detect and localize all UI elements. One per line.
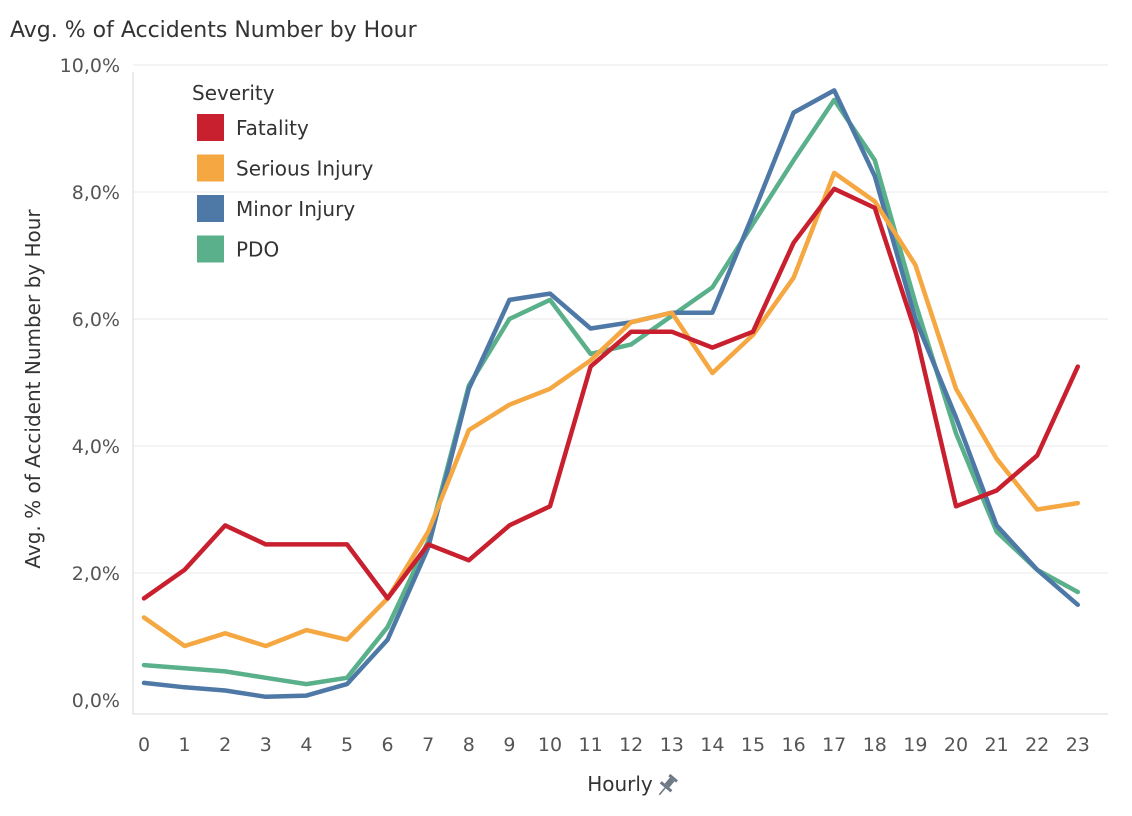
chart-title: Avg. % of Accidents Number by Hour <box>10 18 418 43</box>
y-tick-label: 10,0% <box>60 55 120 77</box>
series-line-pdo[interactable] <box>141 97 1081 687</box>
y-axis-ticks: 0,0% 2,0% 4,0% 6,0% 8,0% 10,0% <box>60 55 120 712</box>
x-tick-label: 2 <box>219 734 231 756</box>
x-tick-label: 17 <box>822 734 846 756</box>
y-tick-label: 4,0% <box>72 436 120 458</box>
x-tick-label: 18 <box>863 734 887 756</box>
legend-swatch-minor-injury[interactable] <box>197 195 224 222</box>
x-tick-label: 21 <box>985 734 1009 756</box>
y-tick-label: 0,0% <box>72 690 120 712</box>
legend-label-pdo[interactable]: PDO <box>236 238 279 262</box>
legend-label-serious-injury[interactable]: Serious Injury <box>236 157 373 181</box>
series-lines <box>141 88 1081 700</box>
legend-swatch-fatality[interactable] <box>197 114 224 141</box>
x-tick-label: 7 <box>422 734 434 756</box>
x-tick-label: 14 <box>700 734 724 756</box>
x-axis-label: Hourly <box>587 772 653 796</box>
legend-title: Severity <box>192 81 275 105</box>
x-tick-label: 0 <box>138 734 150 756</box>
series-line-minor-injury[interactable] <box>141 88 1081 700</box>
y-tick-label: 6,0% <box>72 309 120 331</box>
x-tick-label: 22 <box>1025 734 1049 756</box>
x-tick-label: 23 <box>1066 734 1090 756</box>
legend-swatch-pdo[interactable] <box>197 235 224 263</box>
x-tick-label: 19 <box>903 734 927 756</box>
x-tick-label: 13 <box>660 734 684 756</box>
gridlines <box>133 64 1108 574</box>
x-tick-label: 12 <box>619 734 643 756</box>
x-tick-label: 16 <box>782 734 806 756</box>
x-tick-label: 5 <box>341 734 353 756</box>
legend-label-fatality[interactable]: Fatality <box>236 116 309 140</box>
x-tick-label: 9 <box>503 734 515 756</box>
axes <box>132 72 1108 715</box>
legend-label-minor-injury[interactable]: Minor Injury <box>236 197 355 221</box>
series-line-serious-injury[interactable] <box>141 170 1081 649</box>
x-tick-label: 11 <box>579 734 603 756</box>
x-tick-label: 1 <box>179 734 191 756</box>
series-line-fatality[interactable] <box>141 186 1081 601</box>
x-tick-label: 4 <box>300 734 312 756</box>
legend: Severity Fatality Serious Injury Minor Inj… <box>192 81 373 263</box>
y-tick-label: 8,0% <box>72 182 120 204</box>
pin-icon[interactable] <box>654 773 680 800</box>
x-tick-label: 6 <box>382 734 394 756</box>
x-axis-ticks: 0 1 2 3 4 5 6 7 8 9 10 11 12 13 14 15 16 17 18 19 20 21 22 23 <box>138 734 1090 756</box>
y-tick-label: 2,0% <box>72 563 120 585</box>
x-tick-label: 8 <box>463 734 475 756</box>
x-tick-label: 3 <box>260 734 272 756</box>
x-tick-label: 10 <box>538 734 562 756</box>
x-tick-label: 15 <box>741 734 765 756</box>
legend-swatch-serious-injury[interactable] <box>197 154 224 182</box>
y-axis-label: Avg. % of Accident Number by Hour <box>21 209 45 569</box>
x-tick-label: 20 <box>944 734 968 756</box>
